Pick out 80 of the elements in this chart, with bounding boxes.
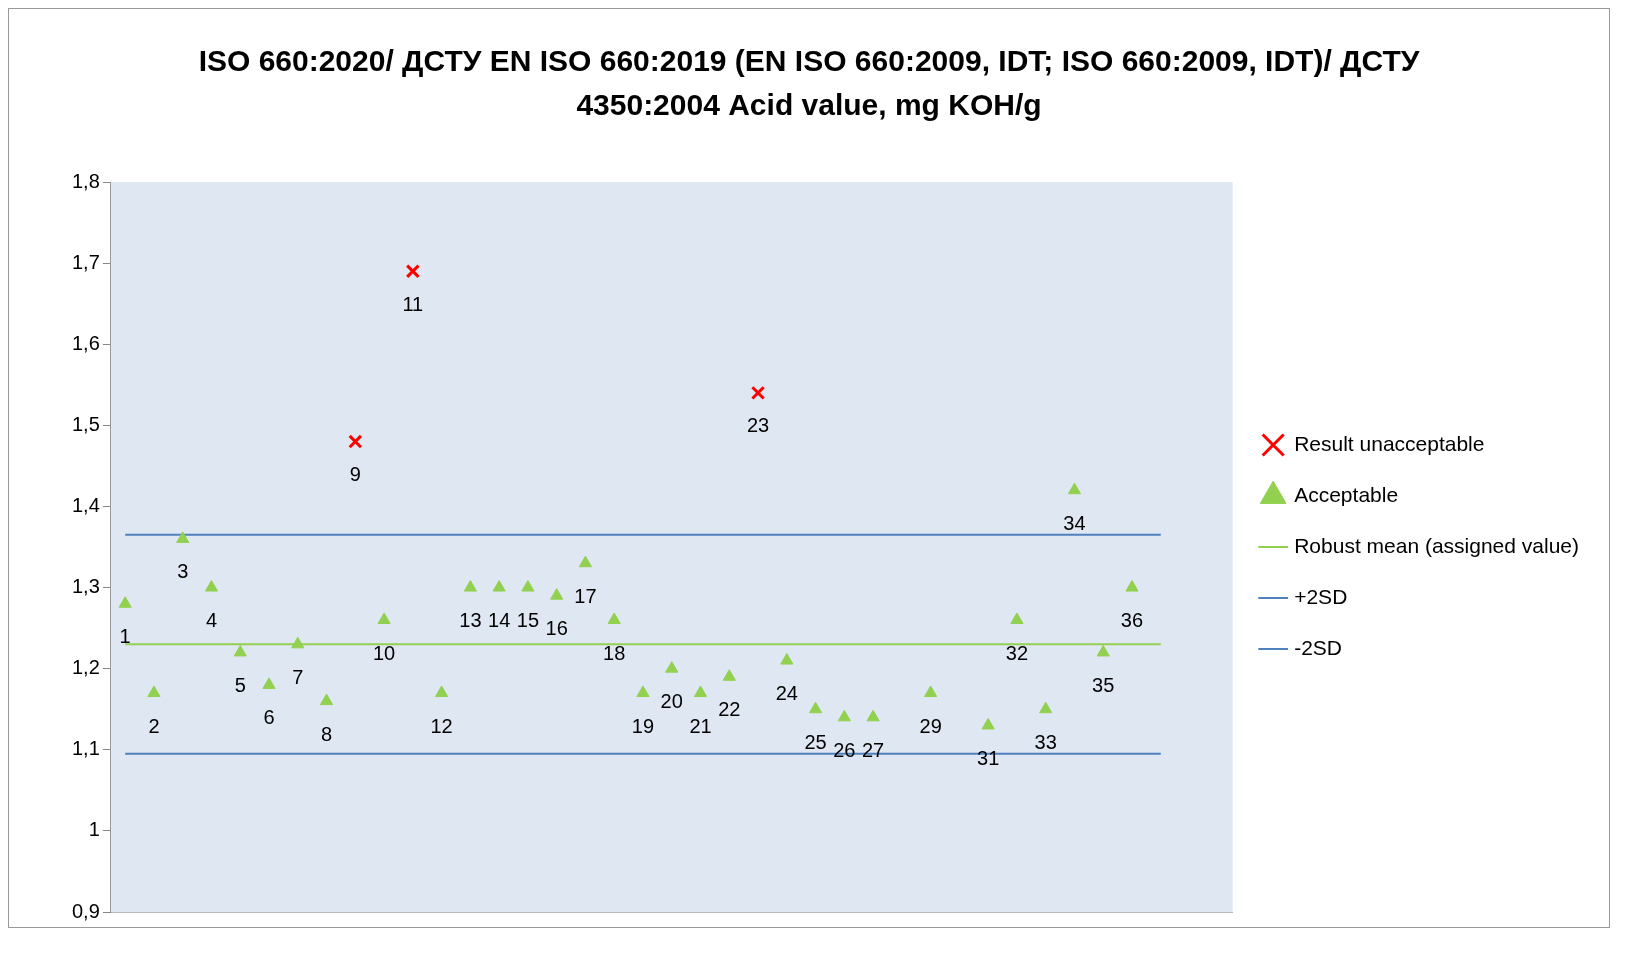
point (636, 685, 650, 697)
point (1125, 580, 1139, 592)
point (319, 693, 334, 706)
x-tick-label: 25 (804, 730, 827, 753)
point (981, 717, 995, 730)
x-tick-label: 14 (488, 609, 511, 632)
point (693, 685, 708, 697)
x-tick-label: 29 (919, 714, 942, 737)
point (578, 555, 592, 568)
x-tick-label: 20 (660, 690, 683, 713)
legend-label: Robust mean (assigned value) (1294, 533, 1580, 557)
legend-label: Result unacceptable (1294, 431, 1485, 455)
legend-label: +2SD (1294, 584, 1348, 608)
y-tick-label: 1 (88, 818, 100, 841)
point (665, 661, 679, 673)
y-tick-label: 1,7 (71, 250, 100, 273)
point (924, 685, 938, 697)
point (291, 636, 305, 649)
y-tick-label: 1,8 (71, 169, 100, 192)
x-tick-label: 17 (574, 584, 597, 607)
point (722, 669, 736, 681)
y-tick-label: 1,5 (71, 412, 100, 435)
x-tick-label: 32 (1005, 641, 1029, 664)
point (809, 701, 823, 714)
point (262, 677, 276, 689)
x-tick-label: 35 (1092, 673, 1115, 696)
y-tick-label: 1,4 (71, 493, 100, 516)
point (521, 580, 535, 592)
point (1039, 701, 1053, 714)
y-tick-label: 1,2 (71, 656, 100, 679)
x-tick-label: 13 (459, 609, 482, 632)
y-tick-label: 1,3 (71, 575, 100, 598)
x-tick-label: 16 (545, 617, 568, 640)
point (837, 709, 851, 722)
y-tick-label: 1,1 (71, 737, 100, 760)
x-tick-label: 10 (372, 641, 396, 664)
point (780, 653, 794, 665)
x-tick-label: 6 (263, 706, 275, 729)
x-tick-label: 33 (1034, 730, 1057, 753)
x-tick-label: 4 (205, 609, 218, 632)
legend-label: Acceptable (1294, 482, 1399, 506)
point (750, 385, 766, 401)
point (607, 612, 621, 624)
x-tick-label: 21 (689, 714, 712, 737)
y-tick-label: 1,6 (71, 331, 100, 354)
point (463, 580, 477, 592)
point (1096, 644, 1110, 657)
chart-title: ISO 660:2020/ ДСТУ EN ISO 660:2019 (EN ISO 660:2009, IDT; ISO 660:2009, IDT)/ ДСТУ 4350:2004 Acid value, mg KOH/g (197, 43, 1421, 123)
point (147, 685, 161, 697)
point (550, 588, 564, 600)
point (204, 580, 219, 592)
x-tick-label: 34 (1063, 511, 1086, 534)
x-tick-label: 3 (177, 560, 189, 583)
x-tick-label: 36 (1120, 609, 1144, 632)
point (233, 644, 247, 657)
point (118, 596, 132, 608)
x-tick-label: 11 (402, 292, 424, 315)
x-tick-label: 18 (603, 641, 626, 664)
legend-label: -2SD (1294, 635, 1343, 659)
point (348, 434, 363, 449)
x-tick-label: 24 (775, 682, 798, 705)
point (405, 264, 420, 279)
x-tick-label: 23 (746, 414, 770, 437)
point (176, 531, 190, 543)
x-tick-label: 15 (516, 609, 540, 632)
x-tick-label: 7 (292, 665, 304, 688)
point (1067, 482, 1082, 495)
x-tick-label: 5 (234, 673, 246, 696)
x-tick-label: 2 (148, 714, 160, 737)
x-tick-label: 22 (718, 698, 741, 721)
x-tick-label: 19 (631, 714, 655, 737)
point (492, 580, 506, 592)
point (1010, 612, 1024, 624)
x-tick-label: 8 (320, 722, 333, 745)
x-tick-label: 12 (430, 714, 453, 737)
point (866, 709, 880, 722)
point (377, 612, 391, 624)
point (435, 685, 449, 697)
x-tick-label: 9 (349, 463, 361, 486)
y-tick-label: 0,9 (71, 899, 100, 922)
